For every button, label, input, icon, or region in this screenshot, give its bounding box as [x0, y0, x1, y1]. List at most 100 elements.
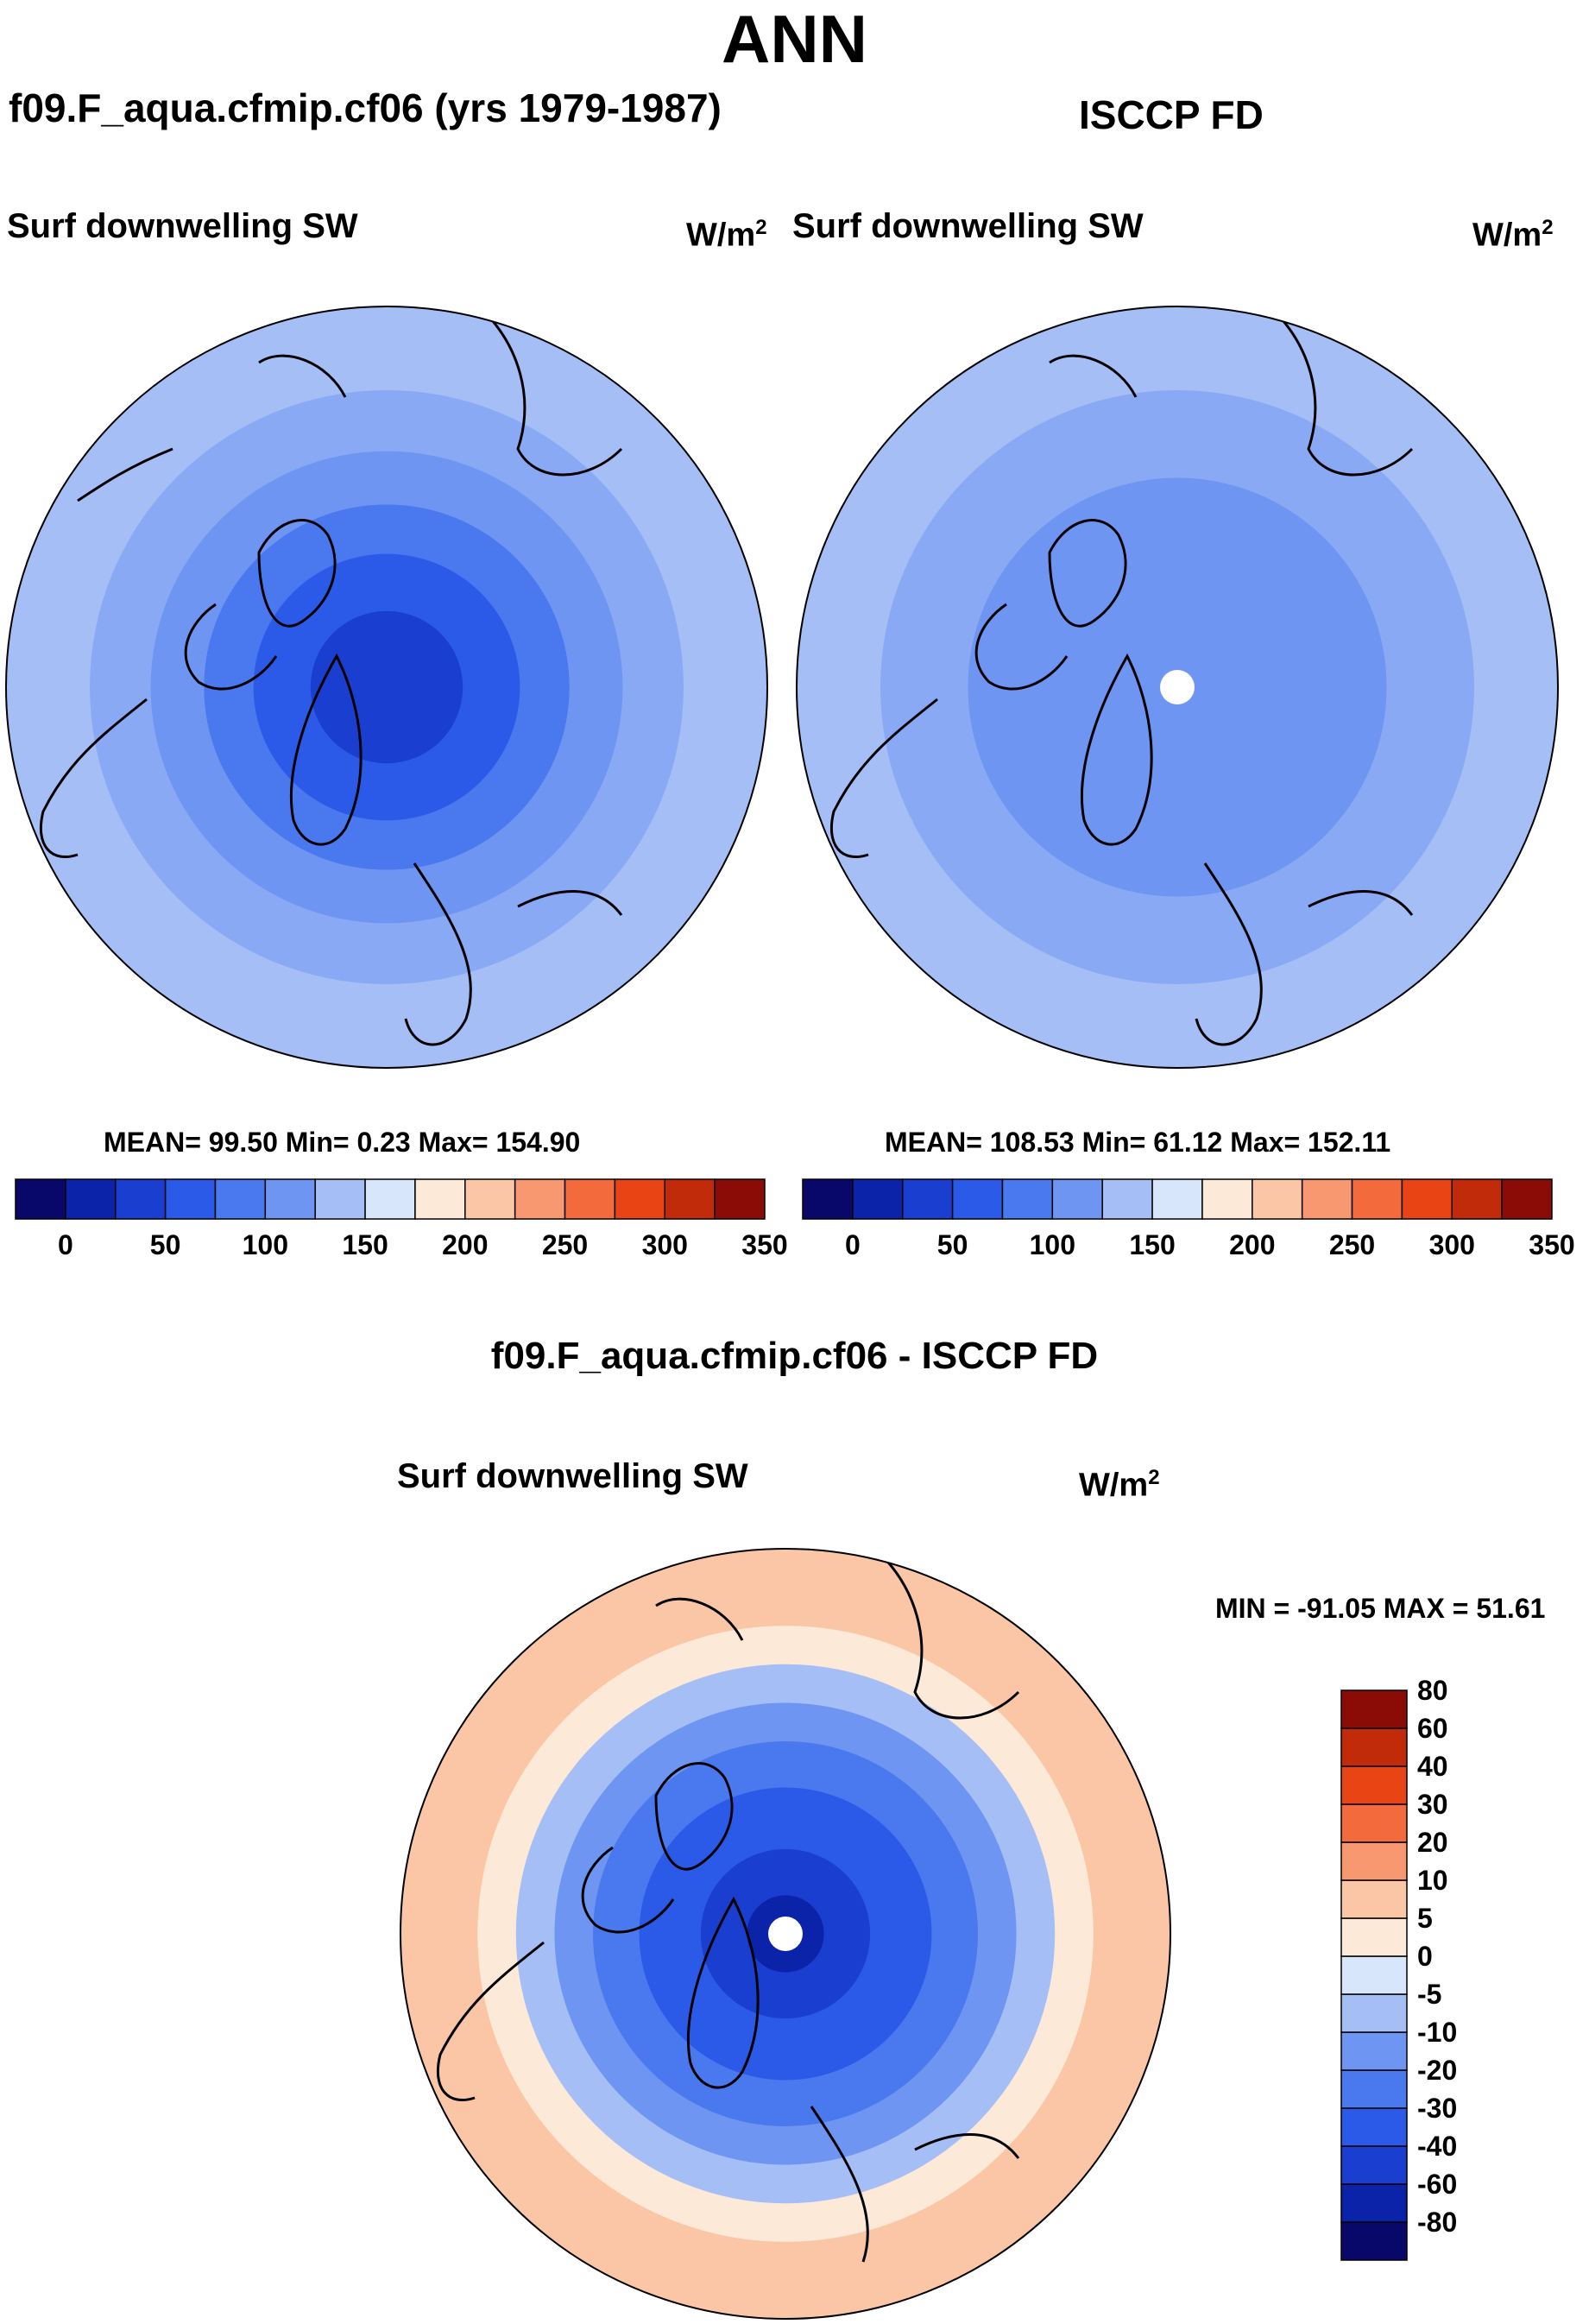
diff-colorbar [1340, 1689, 1408, 2261]
model-colorbar [15, 1178, 766, 1220]
obs-colorbar-swatch-8 [1201, 1178, 1253, 1220]
model-colorbar-swatch-10 [514, 1178, 566, 1220]
diff-colorbar-swatch-2 [1340, 2145, 1408, 2185]
diff-colorbar-tick-label: -5 [1417, 1979, 1442, 2010]
model-colorbar-tick-label: 0 [57, 1229, 73, 1260]
obs-colorbar-tick-label: 350 [1529, 1229, 1575, 1260]
diff-title: f09.F_aqua.cfmip.cf06 - ISCCP FD [490, 1335, 1099, 1377]
model-coastlines [39, 309, 623, 1046]
diff-colorbar-swatch-9 [1340, 1879, 1408, 1919]
diff-colorbar-swatch-7 [1340, 1955, 1408, 1995]
diff-colorbar-swatch-13 [1340, 1727, 1408, 1767]
obs-colorbar-swatch-13 [1451, 1178, 1503, 1220]
diff-missing-data-pole [768, 1917, 803, 1951]
obs-colorbar-tick-label: 100 [1029, 1229, 1076, 1260]
diff-stats: MIN = -91.05 MAX = 51.61 [1215, 1593, 1546, 1624]
obs-colorbar-swatch-12 [1401, 1178, 1453, 1220]
model-map-border [5, 306, 768, 1069]
obs-colorbar-swatch-7 [1151, 1178, 1203, 1220]
model-colorbar-swatch-1 [65, 1178, 117, 1220]
model-colorbar-swatch-0 [15, 1178, 66, 1220]
diff-colorbar-swatch-6 [1340, 1993, 1408, 2033]
diff-colorbar-swatch-0 [1340, 2221, 1408, 2261]
model-colorbar-tick-label: 150 [342, 1229, 388, 1260]
obs-unit-label: W/m2 [1472, 216, 1554, 254]
obs-map-border [796, 306, 1559, 1069]
model-colorbar-swatch-4 [214, 1178, 267, 1220]
diff-colorbar-tick-label: 80 [1417, 1675, 1448, 1706]
model-colorbar-swatch-9 [464, 1178, 516, 1220]
model-colorbar-tick-label: 50 [149, 1229, 181, 1260]
diff-colorbar-tick-label: 20 [1417, 1827, 1448, 1858]
model-colorbar-swatch-13 [664, 1178, 716, 1220]
diff-variable-label: Surf downwelling SW [397, 1457, 748, 1495]
diff-colorbar-tick-label: 40 [1417, 1751, 1448, 1782]
model-colorbar-swatch-11 [564, 1178, 616, 1220]
diff-colorbar-tick-label: -60 [1417, 2169, 1458, 2200]
diff-colorbar-swatch-1 [1340, 2183, 1408, 2223]
obs-stats: MEAN= 108.53 Min= 61.12 Max= 152.11 [885, 1127, 1391, 1158]
obs-colorbar-swatch-3 [951, 1178, 1004, 1220]
diff-colorbar-tick-label: 5 [1417, 1903, 1433, 1934]
model-colorbar-tick-label: 200 [442, 1229, 489, 1260]
diff-colorbar-tick-label: -30 [1417, 2093, 1458, 2124]
obs-map [797, 306, 1558, 1068]
diff-colorbar-tick-label: -80 [1417, 2207, 1458, 2238]
obs-colorbar-swatch-2 [901, 1178, 954, 1220]
diff-coastlines [436, 1552, 1020, 2263]
obs-colorbar-swatch-5 [1051, 1178, 1103, 1220]
obs-colorbar-swatch-1 [852, 1178, 904, 1220]
model-contour-5 [310, 610, 463, 764]
diff-colorbar-tick-label: -20 [1417, 2055, 1458, 2086]
model-map [6, 306, 767, 1068]
diff-colorbar-tick-label: 0 [1417, 1941, 1433, 1972]
model-unit-label: W/m2 [686, 216, 767, 254]
model-colorbar-swatch-2 [114, 1178, 167, 1220]
model-colorbar-swatch-14 [714, 1178, 766, 1220]
diff-colorbar-swatch-3 [1340, 2107, 1408, 2147]
obs-colorbar-tick-label: 50 [936, 1229, 968, 1260]
model-colorbar-tick-label: 250 [541, 1229, 589, 1260]
obs-colorbar-swatch-10 [1301, 1178, 1353, 1220]
obs-missing-data-pole [1160, 670, 1195, 704]
obs-colorbar-swatch-11 [1351, 1178, 1403, 1220]
diff-colorbar-tick-label: 10 [1417, 1865, 1448, 1896]
model-colorbar-tick-label: 300 [641, 1229, 688, 1260]
diff-colorbar-swatch-5 [1340, 2031, 1408, 2071]
obs-colorbar-tick-label: 0 [844, 1229, 861, 1260]
model-colorbar-tick-label: 100 [242, 1229, 289, 1260]
diff-colorbar-tick-label: 30 [1417, 1789, 1448, 1820]
model-colorbar-tick-label: 350 [741, 1229, 788, 1260]
obs-title: ISCCP FD [1079, 92, 1264, 137]
diff-colorbar-swatch-14 [1340, 1689, 1408, 1729]
diff-colorbar-tick-label: 60 [1417, 1713, 1448, 1744]
model-colorbar-swatch-3 [164, 1178, 217, 1220]
obs-variable-label: Surf downwelling SW [792, 207, 1144, 245]
model-colorbar-swatch-6 [314, 1178, 366, 1220]
diff-colorbar-swatch-11 [1340, 1803, 1408, 1843]
model-variable-label: Surf downwelling SW [7, 207, 358, 245]
diff-colorbar-tick-label: -40 [1417, 2131, 1458, 2162]
diff-map-border [400, 1548, 1171, 2320]
diff-colorbar-swatch-12 [1340, 1765, 1408, 1805]
diff-unit-label: W/m2 [1079, 1466, 1160, 1504]
model-colorbar-swatch-12 [614, 1178, 666, 1220]
obs-colorbar-swatch-14 [1501, 1178, 1553, 1220]
diff-colorbar-tick-label: -10 [1417, 2017, 1458, 2048]
diff-colorbar-swatch-10 [1340, 1841, 1408, 1881]
diff-colorbar-swatch-8 [1340, 1917, 1408, 1957]
model-colorbar-swatch-5 [264, 1178, 316, 1220]
obs-colorbar-swatch-4 [1001, 1178, 1054, 1220]
model-stats: MEAN= 99.50 Min= 0.23 Max= 154.90 [104, 1127, 581, 1158]
case-title: f09.F_aqua.cfmip.cf06 (yrs 1979-1987) [9, 85, 722, 130]
model-colorbar-swatch-8 [414, 1178, 466, 1220]
obs-colorbar-tick-label: 300 [1428, 1229, 1475, 1260]
obs-colorbar-tick-label: 250 [1328, 1229, 1376, 1260]
obs-colorbar-swatch-0 [802, 1178, 854, 1220]
model-colorbar-swatch-7 [364, 1178, 416, 1220]
obs-coastlines [829, 309, 1414, 1046]
obs-colorbar [802, 1178, 1553, 1220]
figure-title: ANN [722, 1, 867, 77]
obs-colorbar-tick-label: 150 [1129, 1229, 1176, 1260]
